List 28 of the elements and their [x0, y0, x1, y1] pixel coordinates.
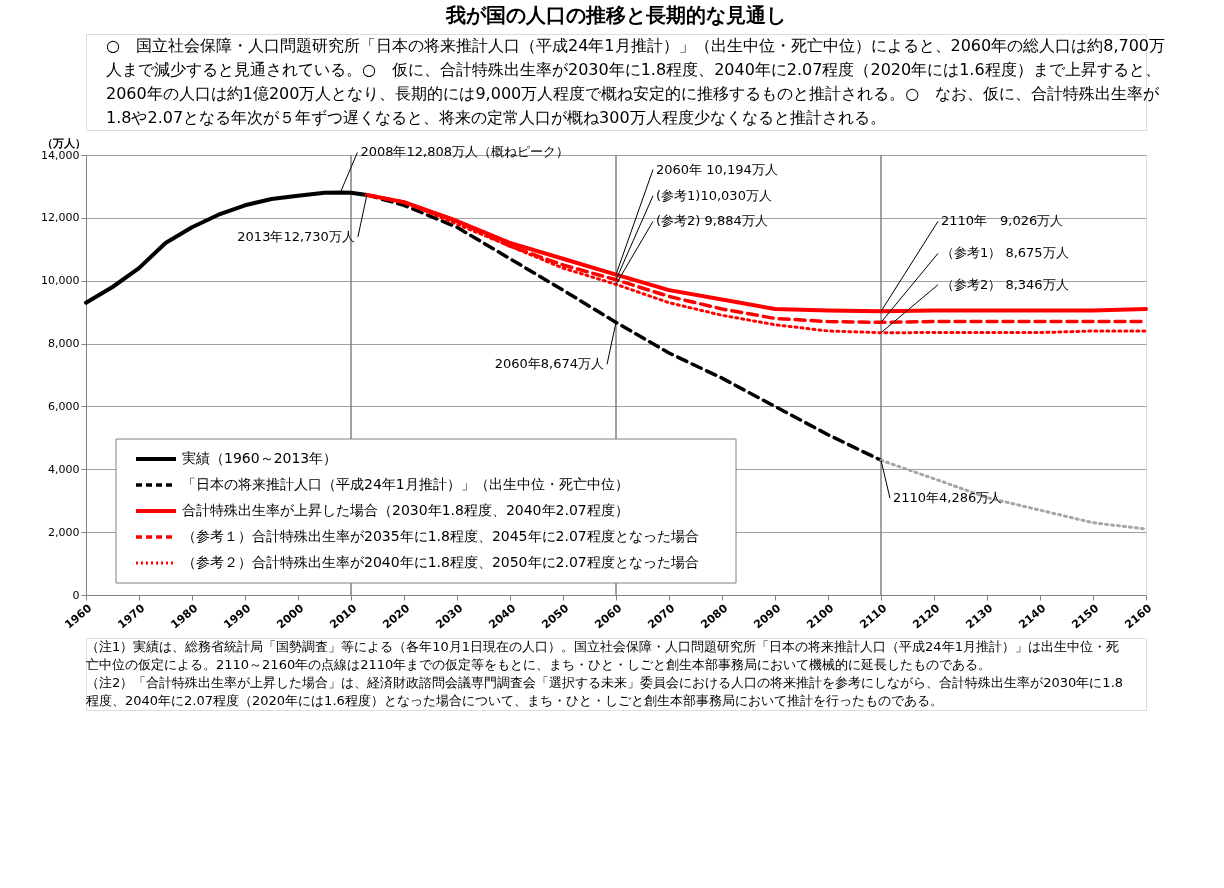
- annotation: (参考2) 9,884万人: [656, 213, 768, 229]
- annotation: 2008年12,808万人（概ねピーク）: [360, 144, 569, 160]
- y-tick-label: 0: [72, 588, 80, 602]
- annotation: 2060年 10,194万人: [656, 161, 778, 177]
- text: （注1）実績は、総務省統計局「国勢調査」等による（各年10月1日現在の人口）。国立社会保障・人口問題研究所「日本の将来推計人口（平成24年1月推計）」は出生中位・死亡中位の仮定による。2110～2160年の点線は2110年までの仮定等をもとに、まち・ひと・しごと創生本部事務局において機械的に延長したものである。: [86, 639, 1119, 672]
- annotation: 2013年12,730万人: [237, 228, 355, 244]
- annotation: 2110年 9,026万人: [941, 213, 1064, 229]
- y-axis-title: （万人）: [42, 137, 86, 150]
- text: （注2）「合計特殊出生率が上昇した場合」は、経済財政諮問会議専門調査会「選択する未来」委員会における人口の将来推計を参考にしながら、合計特殊出生率が2030年に1.8程度、2040年に2.07程度（2020年には1.6程度）となった場合について、まち・ひと・しごと創生本部事務局において推計を行ったものである。: [86, 675, 1124, 708]
- y-tick-label: 4,000: [48, 462, 80, 476]
- y-tick-label: 8,000: [48, 337, 80, 351]
- legend-label: （参考１）合計特殊出生率が2035年に1.8程度、2045年に2.07程度となった場合: [182, 528, 699, 544]
- y-tick-label: 6,000: [48, 399, 80, 413]
- y-tick-label: 12,000: [41, 211, 80, 225]
- annotation: 2060年8,674万人: [494, 356, 604, 372]
- chart-title: 我が国の人口の推移と長期的な見通し: [445, 3, 786, 27]
- annotation: (参考1)10,030万人: [656, 187, 772, 203]
- legend-label: 実績（1960～2013年）: [182, 450, 338, 466]
- annotation: （参考2） 8,346万人: [941, 276, 1069, 292]
- y-tick-label: 10,000: [41, 274, 80, 288]
- legend-label: 「日本の将来推計人口（平成24年1月推計）」（出生中位・死亡中位）: [182, 476, 629, 492]
- legend-label: （参考２）合計特殊出生率が2040年に1.8程度、2050年に2.07程度となった場合: [182, 554, 699, 570]
- annotation: 2110年4,286万人: [893, 490, 1003, 506]
- y-tick-label: 2,000: [48, 525, 80, 539]
- annotation: （参考1） 8,675万人: [941, 245, 1069, 261]
- legend-label: 合計特殊出生率が上昇した場合（2030年1.8程度、2040年2.07程度）: [182, 502, 629, 518]
- y-tick-label: 14,000: [41, 148, 80, 162]
- chart-subtitle: ○ 国立社会保障・人口問題研究所「日本の将来推計人口（平成24年1月推計）」（出生中位・死亡中位）によると、2060年の総人口は約8,700万人まで減少すると見通されている。○ 仮に、合計特殊出生率が2030年に1.8程度、2040年に2.07程度（2020年には1.6程度）まで上昇すると、2060年の人口は約1億200万人となり、長期的には9,000万人程度で概ね安定的に推移するものと推計される。○ なお、仮に、合計特殊出生率が1.8や2.07となる年次が５年ずつ遅くなると、将来の定常人口が概ね300万人程度少なくなると推計される。: [106, 36, 1166, 127]
